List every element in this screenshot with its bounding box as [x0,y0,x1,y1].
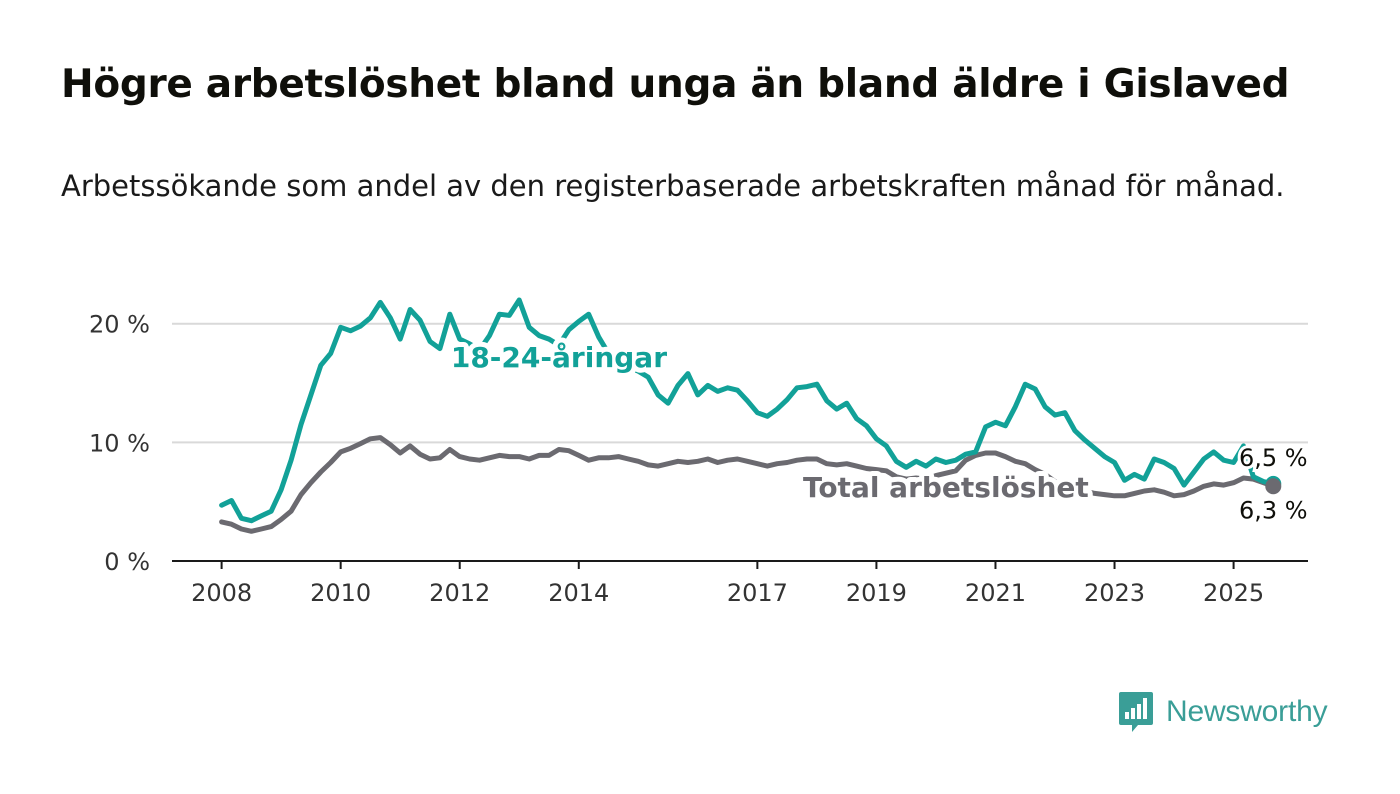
end-value-label: 6,5 % [1239,444,1308,472]
series-label: 18-24-åringar [451,341,667,374]
x-tick-label: 2023 [1084,579,1145,607]
chart-subtitle: Arbetssökande som andel av den registerb… [61,169,1285,203]
y-tick-label: 0 % [104,548,150,576]
x-tick-label: 2010 [310,579,371,607]
end-value-label: 6,3 % [1239,496,1308,524]
x-tick-label: 2017 [727,579,788,607]
newsworthy-logo-icon [1119,692,1153,732]
brand-name: Newsworthy [1166,695,1328,728]
x-tick-label: 2008 [191,579,252,607]
series-line-youth [219,297,1276,524]
x-tick-label: 2014 [548,579,609,607]
series-label: Total arbetslöshet [803,471,1089,504]
y-tick-label: 20 % [89,311,150,339]
series-end-point-total [1265,478,1282,495]
x-tick-label: 2019 [846,579,907,607]
x-tick-label: 2025 [1203,579,1264,607]
series-line-total [219,435,1276,534]
x-tick-label: 2021 [965,579,1026,607]
y-tick-label: 10 % [89,429,150,457]
brand-logo[interactable]: Newsworthy [1118,690,1328,734]
x-tick-label: 2012 [429,579,490,607]
chart-title: Högre arbetslöshet bland unga än bland ä… [61,62,1290,107]
